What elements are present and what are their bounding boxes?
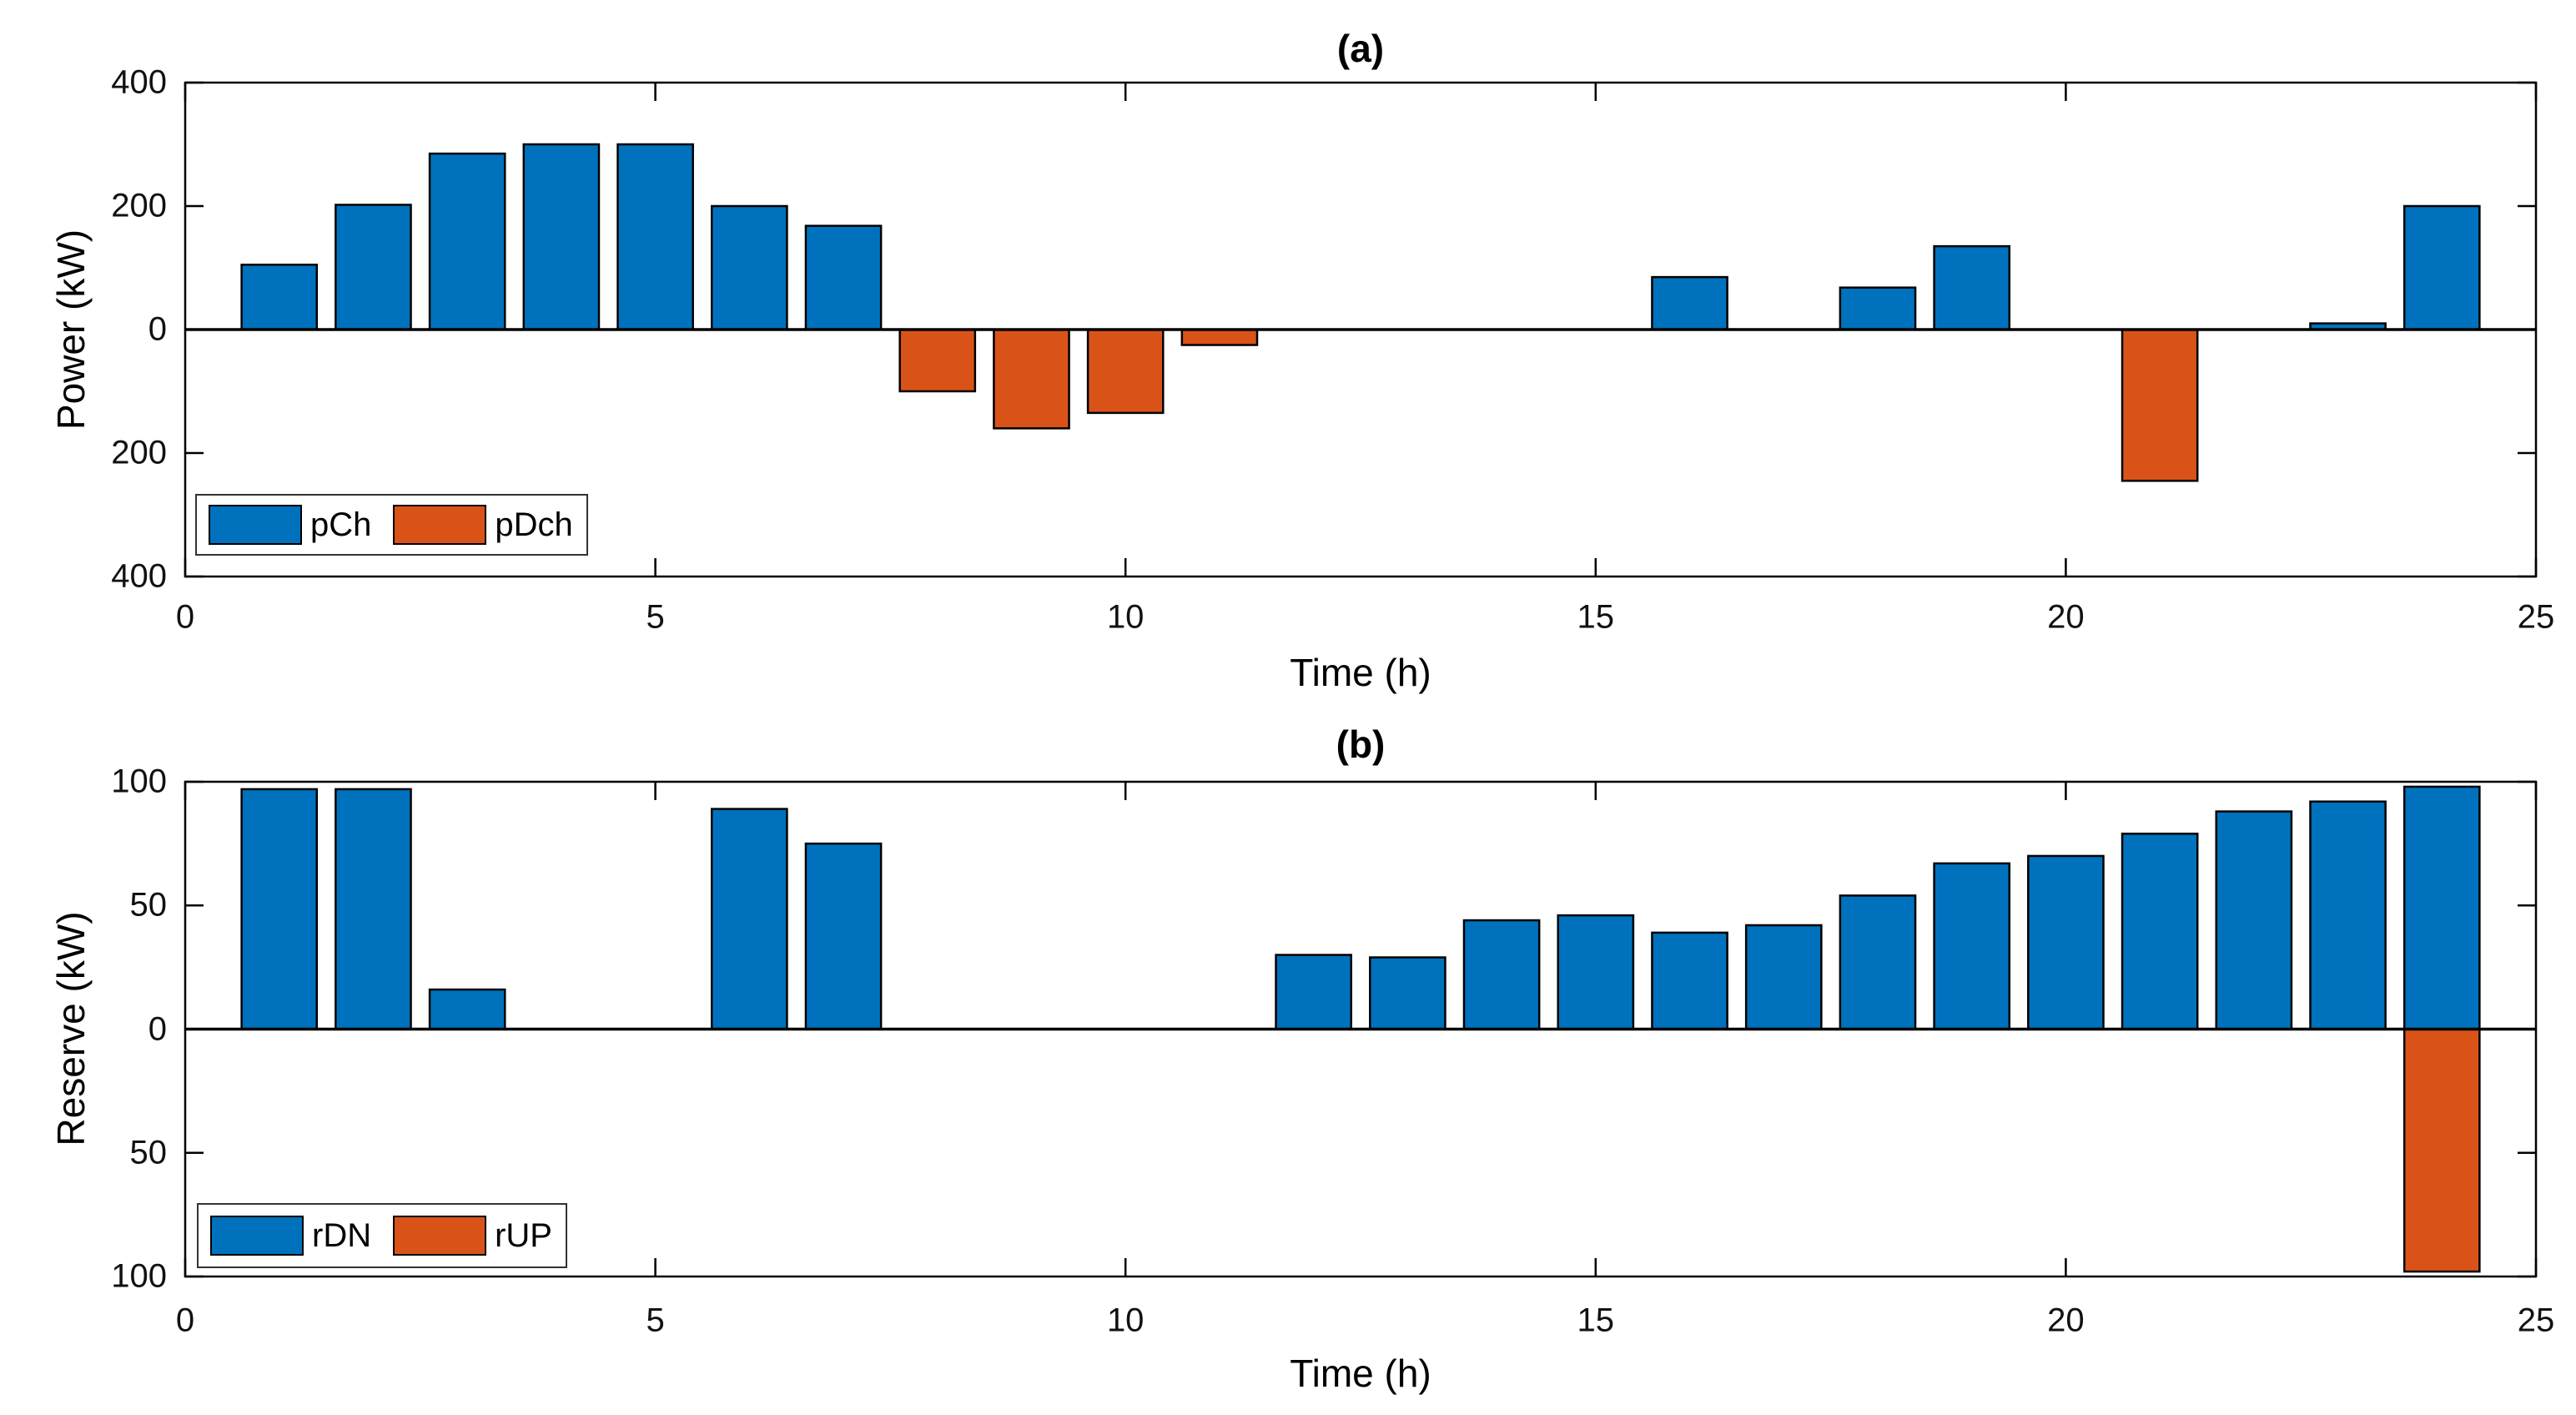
bar-pCh-h3: [428, 152, 506, 331]
bar-pCh-h5: [616, 143, 694, 331]
subplot-a-title: (a): [1336, 27, 1385, 70]
bar-pCh-h1: [240, 264, 319, 331]
bar-pDch-h10: [1086, 328, 1165, 415]
bar-rDN-h18: [1839, 894, 1917, 1030]
bar-rDN-h13: [1369, 956, 1446, 1030]
subplot-b-legend: rDN rUP: [197, 1203, 567, 1268]
bar-pDch-h9: [993, 328, 1070, 430]
subplot-a-legend: pCh pDch: [195, 494, 588, 556]
subplot-b-x-tick-label: 15: [1577, 1302, 1615, 1339]
bar-rDN-h21: [2121, 833, 2199, 1030]
legend-swatch-rUP: [393, 1216, 487, 1256]
subplot-b-x-tick-label: 0: [175, 1302, 195, 1339]
subplot-a-y-tick-label: 400: [111, 63, 167, 101]
subplot-a-y-tick-label: 0: [148, 310, 167, 348]
bar-rDN-h19: [1933, 862, 2011, 1030]
bar-rDN-h12: [1275, 954, 1352, 1030]
subplot-b-xlabel: Time (h): [1290, 1352, 1431, 1395]
bar-pDch-h11: [1180, 328, 1259, 346]
subplot-a-y-tick-label: 200: [111, 187, 167, 224]
bar-pDch-h21: [2121, 328, 2199, 482]
bar-pCh-h2: [335, 204, 412, 331]
bar-pCh-h7: [804, 224, 883, 331]
bar-rDN-h17: [1744, 924, 1823, 1030]
subplot-b-x-tick-label: 25: [2517, 1302, 2555, 1339]
legend-label-pCh: pCh: [310, 506, 372, 543]
bar-rDN-h24: [2402, 785, 2481, 1030]
bar-rDN-h23: [2309, 800, 2387, 1030]
subplot-b-x-tick-label: 10: [1106, 1302, 1145, 1339]
subplot-a-x-tick-label: 15: [1577, 598, 1615, 636]
bar-pCh-h6: [710, 204, 788, 331]
subplot-a-x-tick-label: 5: [646, 598, 665, 636]
subplot-a-y-tick-label: 400: [111, 557, 167, 595]
subplot-a-y-tick-label: 200: [111, 434, 167, 471]
subplot-b-y-tick-label: 0: [148, 1010, 167, 1047]
subplot-b-x-tick-label: 5: [646, 1302, 665, 1339]
legend-swatch-pCh: [209, 505, 302, 545]
legend-label-rDN: rDN: [312, 1216, 372, 1254]
legend-swatch-rDN: [210, 1216, 304, 1256]
bar-rDN-h1: [240, 788, 319, 1030]
subplot-b-y-tick-label: 50: [129, 886, 168, 924]
bar-rDN-h2: [335, 788, 412, 1030]
bar-pCh-h18: [1839, 286, 1917, 331]
bar-pCh-h16: [1651, 275, 1728, 331]
subplot-a-x-tick-label: 25: [2517, 598, 2555, 636]
bar-rUP-h24: [2402, 1028, 2481, 1273]
bar-rDN-h15: [1557, 914, 1635, 1030]
legend-swatch-pDch: [393, 505, 487, 545]
subplot-b-x-tick-label: 20: [2047, 1302, 2085, 1339]
subplot-b-title: (b): [1336, 723, 1386, 766]
bar-rDN-h3: [428, 988, 506, 1030]
subplot-a-x-tick-label: 10: [1106, 598, 1145, 636]
legend-label-rUP: rUP: [495, 1216, 552, 1254]
bar-rDN-h6: [710, 808, 788, 1030]
bar-rDN-h20: [2027, 854, 2105, 1030]
bar-rDN-h22: [2215, 810, 2293, 1030]
bar-pCh-h4: [522, 143, 601, 331]
subplot-a-x-tick-label: 0: [175, 598, 195, 636]
bar-rDN-h7: [804, 842, 883, 1030]
bar-pCh-h19: [1933, 244, 2011, 331]
subplot-b-y-tick-label: 100: [111, 763, 167, 800]
subplot-a-x-tick-label: 20: [2047, 598, 2085, 636]
bar-pCh-h24: [2402, 204, 2481, 331]
bar-rDN-h14: [1462, 919, 1541, 1030]
subplot-b-y-tick-label: 100: [111, 1257, 167, 1295]
legend-label-pDch: pDch: [495, 506, 573, 543]
subplot-b-y-tick-label: 50: [129, 1134, 168, 1171]
subplot-a-xlabel: Time (h): [1290, 651, 1431, 694]
bar-pDch-h8: [898, 328, 977, 393]
bar-rDN-h16: [1651, 931, 1728, 1030]
